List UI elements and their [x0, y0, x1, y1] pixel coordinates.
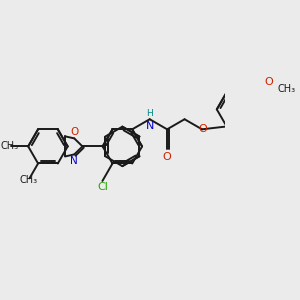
- Text: H: H: [146, 109, 153, 118]
- Text: O: O: [265, 77, 273, 87]
- Text: Cl: Cl: [97, 182, 108, 192]
- Text: CH₃: CH₃: [1, 141, 19, 152]
- Text: N: N: [146, 121, 154, 131]
- Text: O: O: [71, 127, 79, 137]
- Text: O: O: [163, 152, 172, 162]
- Text: N: N: [70, 156, 77, 166]
- Text: CH₃: CH₃: [278, 84, 296, 94]
- Text: O: O: [198, 124, 207, 134]
- Text: CH₃: CH₃: [20, 175, 38, 184]
